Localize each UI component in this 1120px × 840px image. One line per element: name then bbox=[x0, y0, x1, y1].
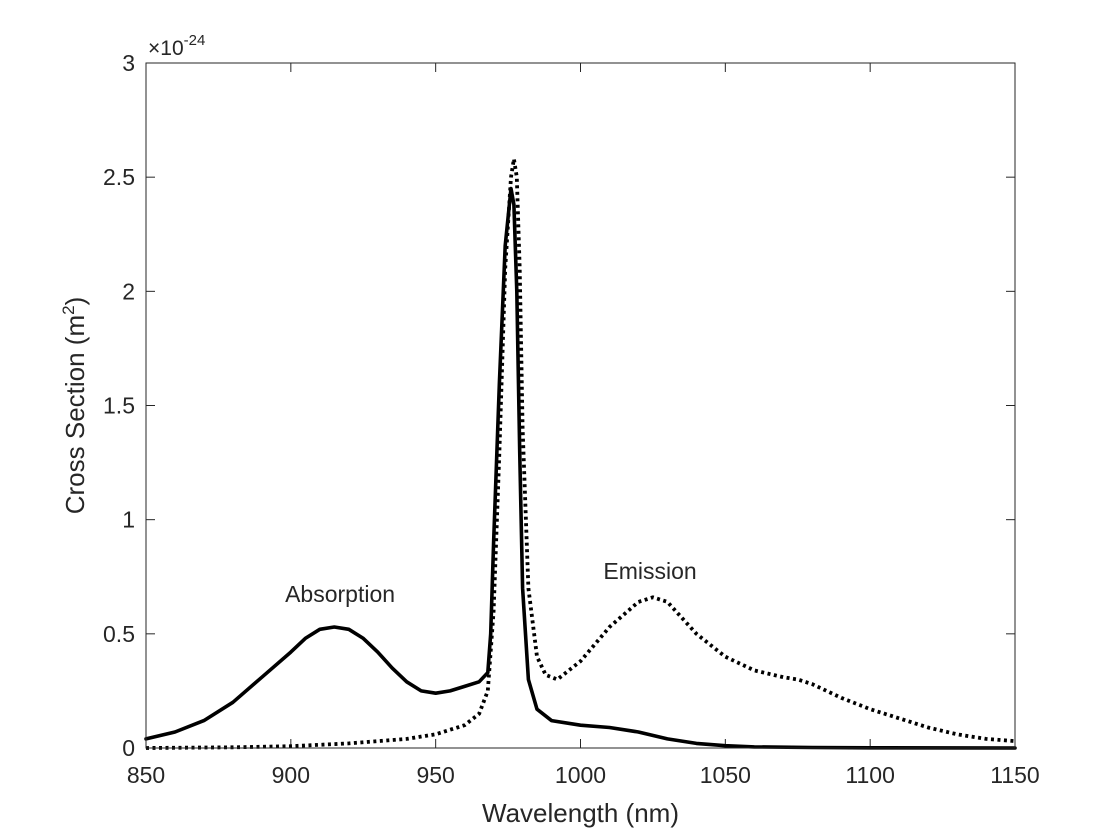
exponent-power: -24 bbox=[184, 32, 206, 49]
y-axis-exponent: ×10-24 bbox=[148, 32, 205, 60]
annotation-label: Emission bbox=[603, 558, 696, 584]
x-tick-label: 1100 bbox=[845, 762, 894, 788]
x-tick-label: 950 bbox=[416, 762, 454, 788]
y-tick-label: 3 bbox=[122, 50, 135, 76]
y-axis-title-superscript: 2 bbox=[59, 305, 78, 314]
y-axis-title-main: Cross Section (m bbox=[60, 315, 90, 514]
annotations: Absorption Emission bbox=[285, 558, 697, 607]
absorption-series-line bbox=[144, 186, 1017, 750]
x-tick-label: 1000 bbox=[555, 762, 606, 788]
plot-area bbox=[146, 63, 1015, 748]
y-tick-label: 0 bbox=[122, 735, 135, 761]
x-axis-title: Wavelength (nm) bbox=[482, 798, 679, 828]
annotation-label: Absorption bbox=[285, 581, 395, 607]
y-tick-label: 0.5 bbox=[103, 621, 135, 647]
x-tick-label: 1150 bbox=[990, 762, 1039, 788]
y-tick-label: 2.5 bbox=[103, 164, 135, 190]
y-tick-label: 2 bbox=[122, 278, 135, 304]
series-layer bbox=[144, 156, 1017, 750]
x-tick-label: 850 bbox=[127, 762, 165, 788]
x-tick-labels: 850 900 950 1000 1050 1100 1150 bbox=[127, 762, 1040, 788]
x-tick-label: 1050 bbox=[700, 762, 751, 788]
y-tick-labels: 0 0.5 1 1.5 2 2.5 3 bbox=[103, 50, 135, 761]
y-axis-title-tail: ) bbox=[60, 297, 90, 306]
x-tick-label: 900 bbox=[272, 762, 310, 788]
plot-frame bbox=[145, 62, 1016, 749]
y-tick-label: 1.5 bbox=[103, 393, 135, 419]
y-axis-title: Cross Section (m2) bbox=[59, 297, 90, 515]
emission-series-line bbox=[145, 156, 1016, 750]
exponent-prefix: ×10 bbox=[148, 37, 184, 60]
y-tick-label: 1 bbox=[122, 507, 135, 533]
